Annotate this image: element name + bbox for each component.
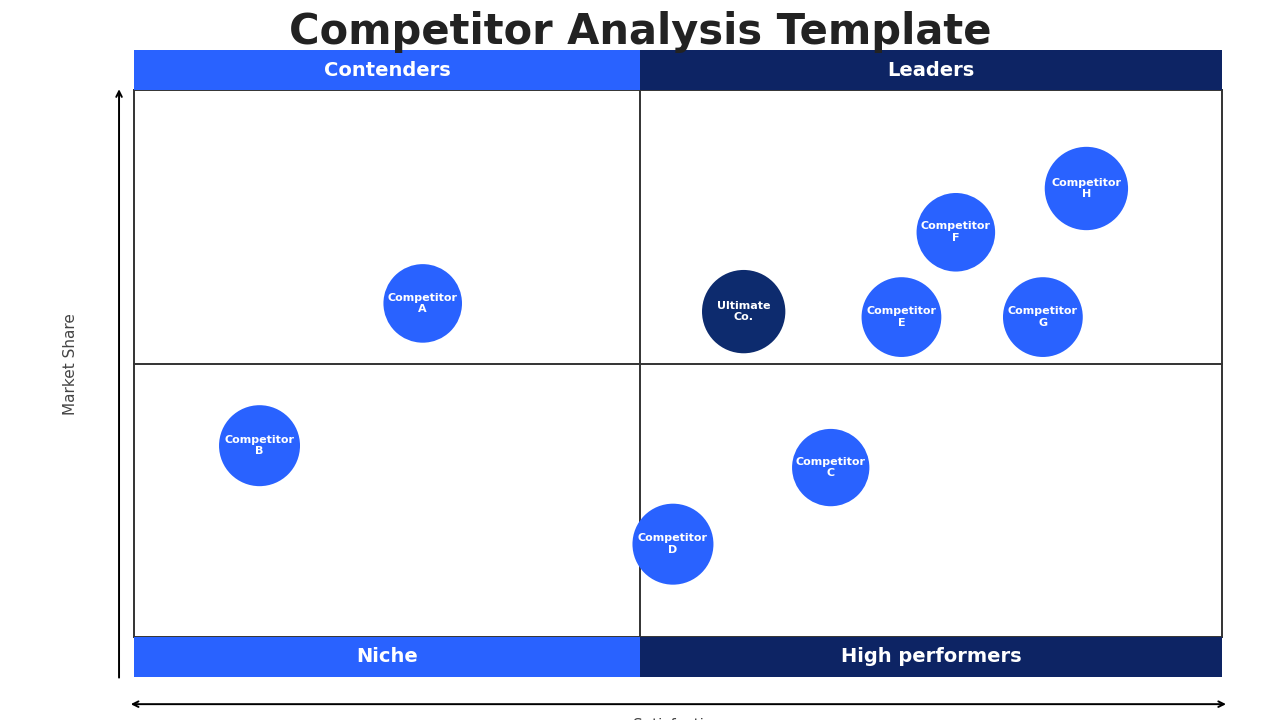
Text: Competitor
H: Competitor H <box>1051 178 1121 199</box>
Text: Competitor
G: Competitor G <box>1007 306 1078 328</box>
FancyBboxPatch shape <box>134 50 640 90</box>
Point <box>733 306 754 318</box>
Text: Competitor
E: Competitor E <box>867 306 937 328</box>
Point <box>820 462 841 473</box>
Point <box>250 440 270 451</box>
FancyBboxPatch shape <box>640 50 1222 90</box>
Text: Competitor
B: Competitor B <box>224 435 294 456</box>
Text: Competitor Analysis Template: Competitor Analysis Template <box>289 12 991 53</box>
Point <box>663 539 684 550</box>
Point <box>891 311 911 323</box>
Point <box>412 297 433 309</box>
Text: Leaders: Leaders <box>887 60 975 80</box>
Point <box>1033 311 1053 323</box>
Point <box>1076 183 1097 194</box>
Text: Ultimate
Co.: Ultimate Co. <box>717 301 771 323</box>
FancyBboxPatch shape <box>134 637 640 677</box>
Text: Competitor
D: Competitor D <box>637 534 708 555</box>
Point <box>946 227 966 238</box>
Text: Competitor
A: Competitor A <box>388 292 458 314</box>
Text: Satisfaction: Satisfaction <box>634 719 723 720</box>
Text: Contenders: Contenders <box>324 60 451 80</box>
Text: Market Share: Market Share <box>63 312 78 415</box>
Text: Niche: Niche <box>356 647 419 667</box>
Text: High performers: High performers <box>841 647 1021 667</box>
Text: Competitor
C: Competitor C <box>796 456 865 478</box>
FancyBboxPatch shape <box>640 637 1222 677</box>
Text: Competitor
F: Competitor F <box>920 222 991 243</box>
